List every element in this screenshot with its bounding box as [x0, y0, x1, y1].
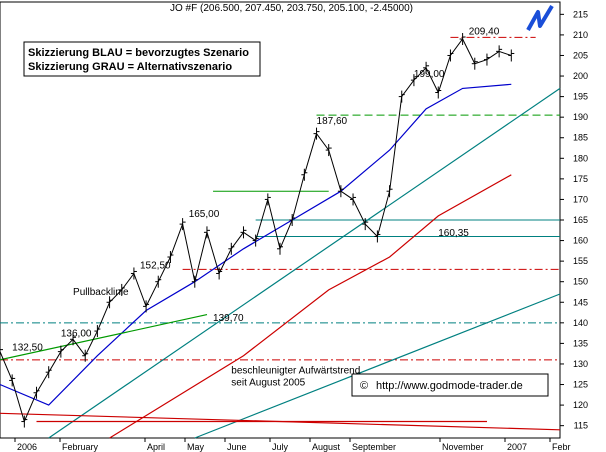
- copyright-box: © http://www.godmode-trader.de: [351, 373, 549, 397]
- y-tick-label: 130: [573, 359, 588, 369]
- y-tick-label: 215: [573, 9, 588, 19]
- y-tick-label: 210: [573, 30, 588, 40]
- y-tick-label: 160: [573, 236, 588, 246]
- x-tick-label: June: [227, 442, 247, 452]
- annotation-label: 152,50: [140, 260, 171, 271]
- y-tick-label: 120: [573, 400, 588, 410]
- copyright-symbol: ©: [360, 380, 368, 392]
- x-axis: 2006 February April May June July August Septem…: [14, 438, 571, 452]
- y-tick-label: 155: [573, 256, 588, 266]
- x-tick-label: July: [272, 442, 289, 452]
- horizontal-levels: [0, 36, 560, 361]
- x-tick-label: May: [187, 442, 205, 452]
- trend-blue-ma: [0, 83, 512, 406]
- y-tick-label: 205: [573, 50, 588, 60]
- legend-box: Skizzierung BLAU = bevorzugtes Szenario …: [23, 41, 261, 77]
- x-tick-label: 2006: [17, 442, 37, 452]
- trend-teal-upper: [48, 87, 561, 439]
- annotation-label: 160,35: [438, 228, 469, 239]
- annotation-label: 132,50: [12, 343, 43, 354]
- annotation-label: Pullbacklinie: [73, 287, 129, 298]
- y-tick-label: 200: [573, 71, 588, 81]
- copyright-url: http://www.godmode-trader.de: [376, 380, 523, 392]
- annotation-label: 187,60: [317, 116, 348, 127]
- y-tick-label: 175: [573, 174, 588, 184]
- legend-line-blue: Skizzierung BLAU = bevorzugtes Szenario: [28, 47, 249, 59]
- annotation-label: 136,00: [61, 328, 92, 339]
- y-tick-label: 125: [573, 380, 588, 390]
- x-tick-label: September: [352, 442, 396, 452]
- y-tick-label: 195: [573, 92, 588, 102]
- annotation-label: 209,40: [469, 26, 500, 37]
- annotation-label: 139,70: [213, 313, 244, 324]
- annotation-label: beschleunigter Aufwärtstrend: [231, 365, 360, 376]
- y-tick-label: 190: [573, 112, 588, 122]
- trend-lines: [0, 83, 561, 439]
- y-tick-label: 165: [573, 215, 588, 225]
- y-tick-label: 170: [573, 194, 588, 204]
- x-tick-label: February: [62, 442, 99, 452]
- annotation-label: 199,00: [414, 69, 445, 80]
- y-tick-label: 115: [574, 421, 588, 431]
- price-line: [0, 38, 512, 423]
- trend-red-ma: [109, 174, 512, 439]
- symbol-header: JO #F (206.500, 207.450, 203.750, 205.10…: [170, 3, 413, 14]
- price-bars: [0, 33, 515, 428]
- y-tick-label: 185: [573, 133, 588, 143]
- y-tick-label: 180: [573, 153, 588, 163]
- x-tick-label: 2007: [507, 442, 527, 452]
- legend-line-grey: Skizzierung GRAU = Alternativszenario: [28, 61, 232, 73]
- x-tick-label: Febr: [552, 442, 571, 452]
- y-tick-label: 150: [573, 277, 588, 287]
- annotation-label: seit August 2005: [231, 378, 305, 389]
- annotation-label: 165,00: [189, 209, 220, 220]
- trend-green-pullback: [0, 314, 208, 361]
- godmode-logo: [526, 4, 554, 31]
- trend-teal-lower: [194, 293, 561, 439]
- y-tick-label: 145: [573, 297, 588, 307]
- y-axis: 115 120 125 130 135 140 145 150 155 160 165 170 175 1…: [560, 9, 588, 431]
- x-tick-label: November: [442, 442, 484, 452]
- y-tick-label: 140: [573, 318, 588, 328]
- annotations: 209,40 199,00 187,60 165,00 160,35 152,50 139,…: [12, 26, 500, 388]
- x-tick-label: August: [312, 442, 341, 452]
- x-tick-label: April: [147, 442, 165, 452]
- y-tick-label: 135: [573, 338, 588, 348]
